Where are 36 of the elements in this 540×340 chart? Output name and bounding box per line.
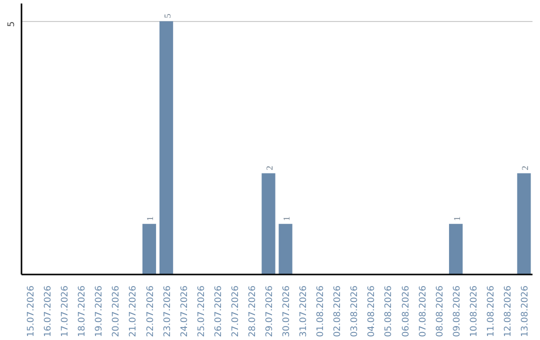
x-tick-label: 08.08.2026: [435, 285, 446, 338]
x-tick-label: 01.08.2026: [316, 285, 326, 338]
x-tick-label: 06.08.2026: [401, 285, 412, 338]
x-tick-label: 04.08.2026: [367, 285, 378, 338]
x-tick-label: 03.08.2026: [350, 285, 360, 338]
data-label: 1: [145, 216, 156, 221]
data-label: 5: [162, 13, 172, 18]
x-tick-label: 23.07.2026: [162, 285, 173, 338]
x-tick-label: 26.07.2026: [214, 285, 224, 338]
x-tick-label: 28.07.2026: [248, 285, 258, 338]
x-tick-label: 31.07.2026: [299, 285, 310, 338]
x-tick-label: 02.08.2026: [333, 285, 344, 338]
x-tick-label: 19.07.2026: [94, 285, 105, 338]
x-tick-label: 17.07.2026: [60, 285, 71, 338]
x-tick-label: 30.07.2026: [282, 285, 292, 338]
x-tick-label: 21.07.2026: [128, 285, 139, 338]
x-tick-label: 20.07.2026: [112, 285, 122, 338]
x-tick-label: 18.07.2026: [78, 285, 88, 338]
data-label: 1: [452, 216, 462, 221]
x-tick-label: 05.08.2026: [384, 285, 394, 338]
x-tick-label: 10.08.2026: [469, 285, 480, 338]
x-tick-label: 27.07.2026: [230, 285, 241, 338]
x-tick-label: 24.07.2026: [180, 285, 190, 338]
x-tick-label: 13.08.2026: [520, 285, 530, 338]
x-tick-label: 22.07.2026: [146, 285, 156, 338]
x-tick-label: 07.08.2026: [418, 285, 428, 338]
x-tick-label: 25.07.2026: [196, 285, 207, 338]
x-tick-label: 29.07.2026: [264, 285, 275, 338]
data-label: 1: [282, 216, 292, 221]
x-tick-label: 09.08.2026: [452, 285, 462, 338]
data-label: 2: [264, 166, 274, 170]
x-tick-label: 15.07.2026: [26, 285, 37, 338]
x-tick-label: 11.08.2026: [486, 285, 496, 338]
x-tick-label: 12.08.2026: [503, 285, 514, 338]
data-label: 2: [520, 166, 530, 170]
x-tick-label: 16.07.2026: [44, 285, 54, 338]
